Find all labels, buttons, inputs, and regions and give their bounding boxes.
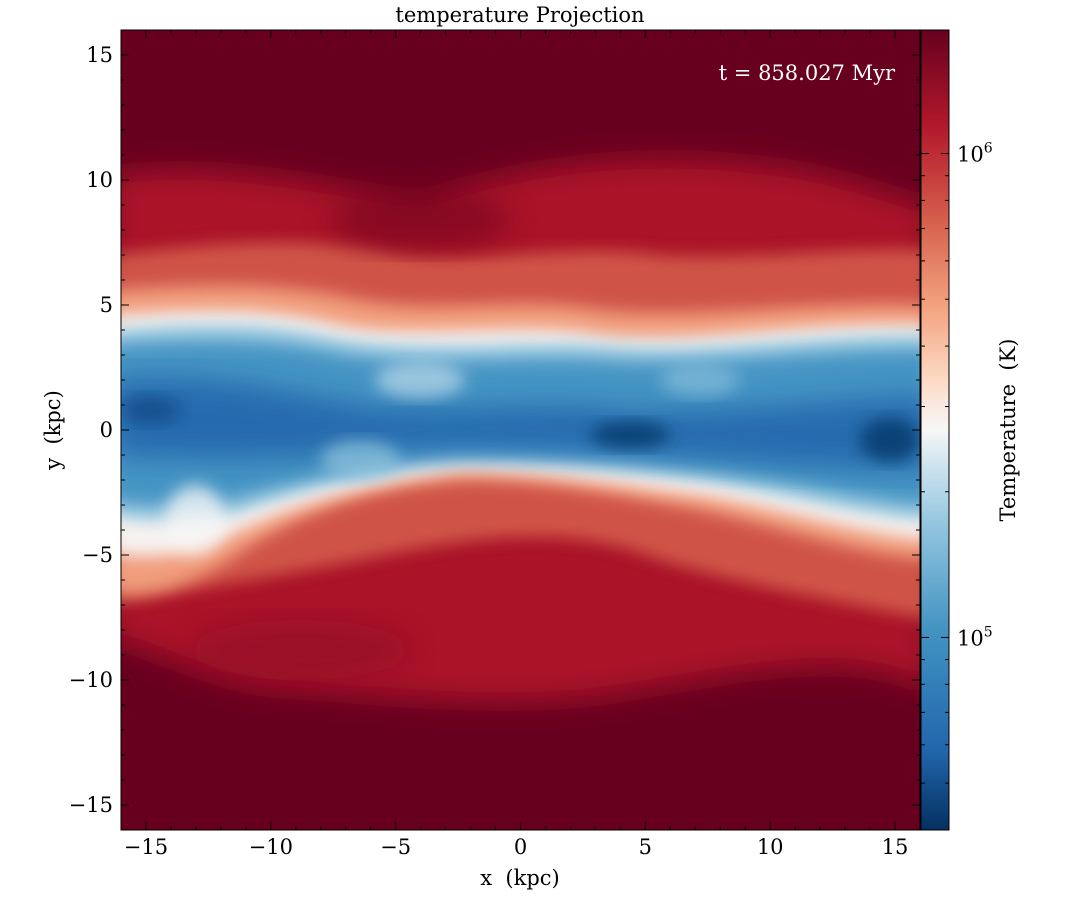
plot-title: temperature Projection [395,3,644,27]
x-axis-ticks: −15 −10 −5 0 5 10 15 [120,30,921,859]
colorbar-ticks: 106 105 [921,141,993,831]
x-tick-label: 5 [639,835,652,859]
colorbar-label: Temperature (K) [996,338,1020,521]
x-tick-label: 0 [514,835,527,859]
y-axis-label: y (kpc) [41,390,65,471]
x-tick-label: −10 [249,835,293,859]
x-axis-label: x (kpc) [480,866,560,890]
x-tick-label: 15 [882,835,909,859]
time-annotation: t = 858.027 Myr [719,61,896,85]
x-tick-label: −15 [124,835,168,859]
x-tick-label: 10 [757,835,784,859]
colorbar-tick-label: 105 [957,624,993,650]
colorbar-tick-label: 106 [957,141,993,167]
temperature-map [121,30,920,830]
y-tick-label: 0 [100,418,113,442]
y-tick-label: 10 [86,168,113,192]
colorbar [920,29,950,831]
y-tick-label: −10 [69,668,113,692]
y-tick-label: 5 [100,293,113,317]
y-tick-label: −15 [69,793,113,817]
y-tick-label: 15 [86,43,113,67]
y-tick-label: −5 [82,543,113,567]
y-axis-ticks: 15 10 5 0 −5 −10 −15 [69,29,920,831]
x-tick-label: −5 [380,835,411,859]
